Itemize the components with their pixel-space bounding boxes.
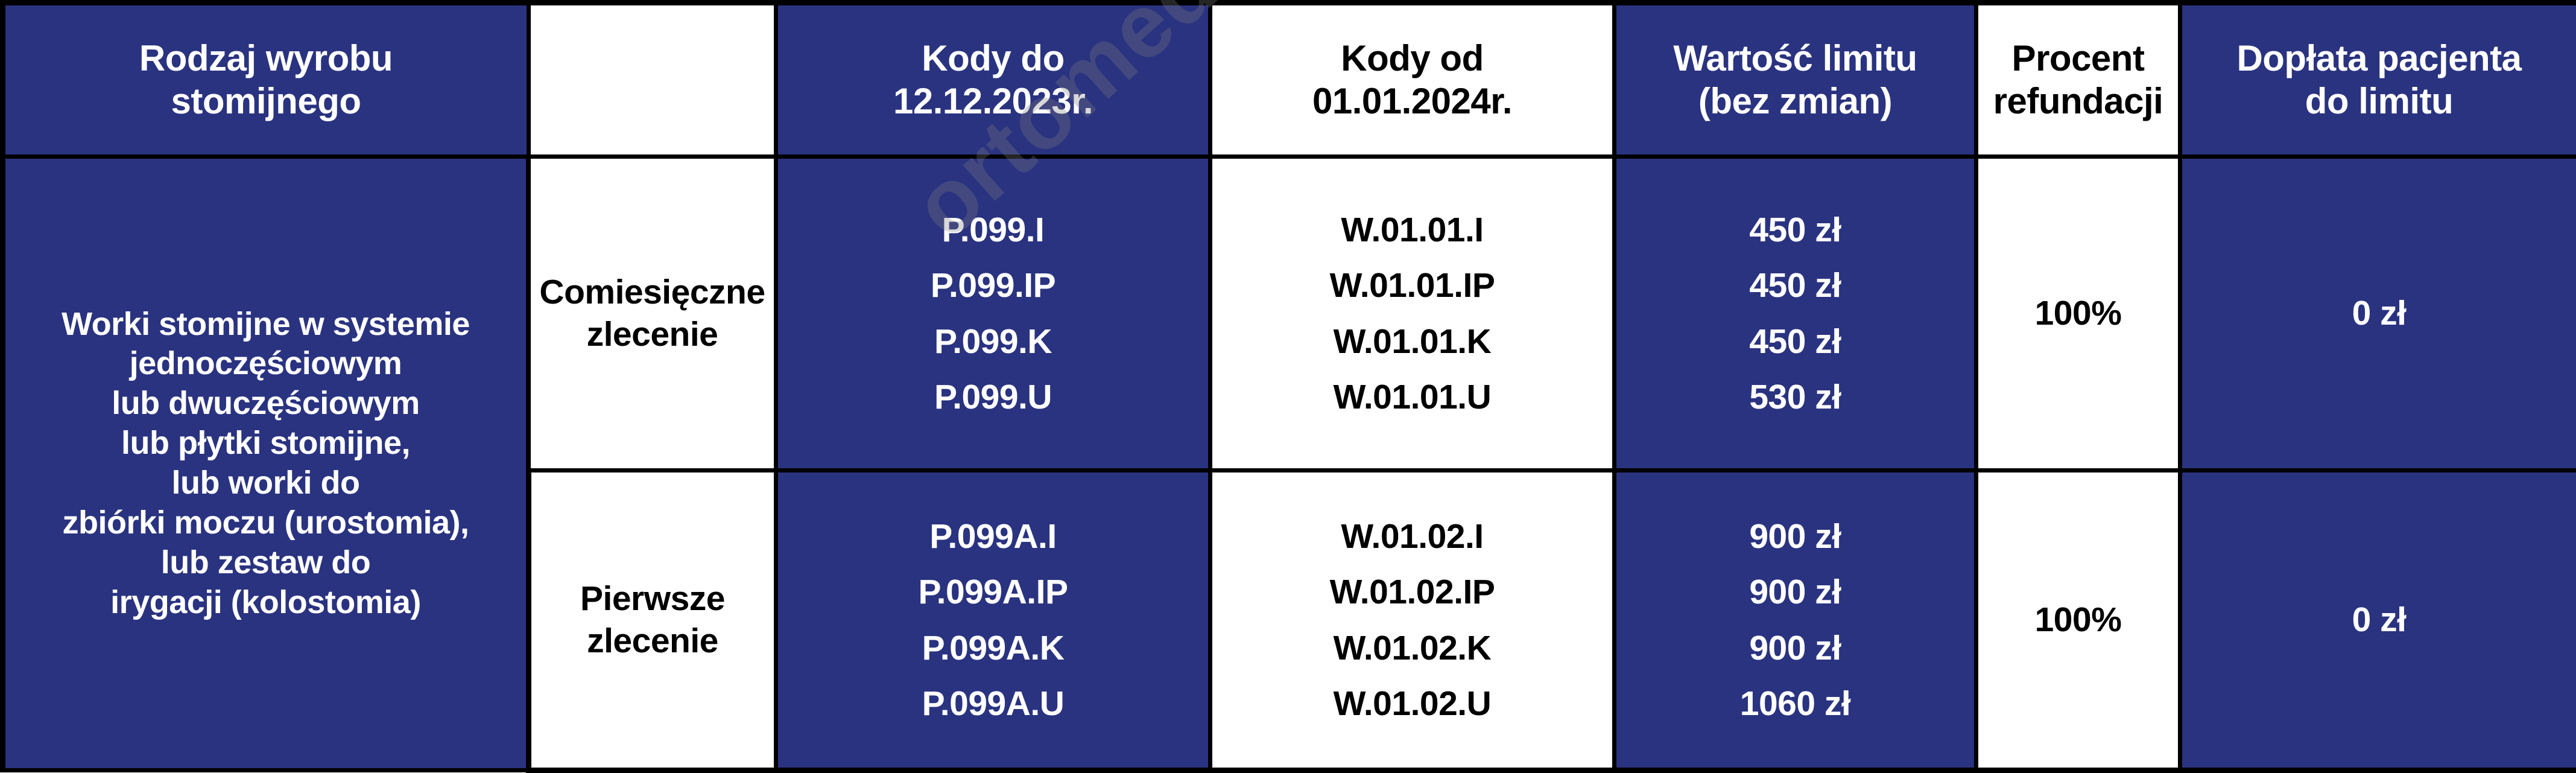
header-cell-order-type: [529, 3, 776, 157]
cell-patient-copay-first: 0 zł: [2180, 471, 2576, 771]
header-label-limit-value: Wartość limitu(bez zmian): [1620, 37, 1970, 123]
patient-copay-text: 0 zł: [2186, 293, 2572, 333]
cell-refund-percent-monthly: 100%: [1976, 157, 2180, 471]
header-cell-limit-value: Wartość limitu(bez zmian): [1615, 3, 1976, 157]
refund-percent-text: 100%: [1982, 600, 2174, 640]
cell-refund-percent-first: 100%: [1976, 471, 2180, 771]
refund-percent-text: 100%: [1982, 293, 2174, 333]
cell-patient-copay-monthly: 0 zł: [2180, 157, 2576, 471]
patient-copay-text: 0 zł: [2186, 600, 2572, 640]
